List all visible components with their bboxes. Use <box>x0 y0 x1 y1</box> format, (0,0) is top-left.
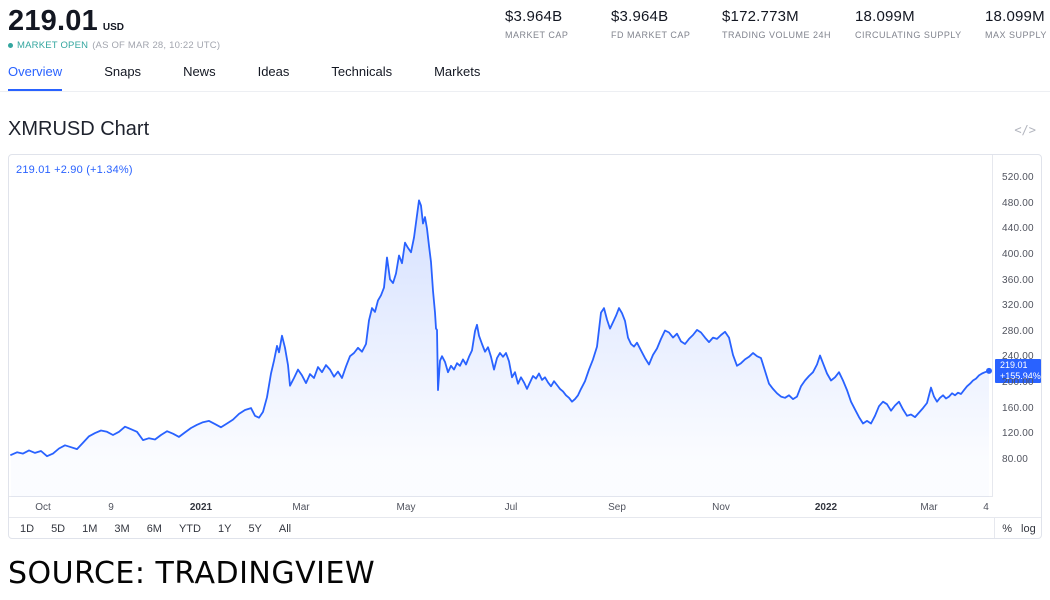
range-ytd[interactable]: YTD <box>178 522 201 535</box>
range-1m[interactable]: 1M <box>82 522 98 535</box>
stat-label: MAX SUPPLY <box>985 30 1047 40</box>
price-axis-tick: 80.00 <box>1002 454 1029 465</box>
log-scale-button[interactable]: log <box>1021 522 1036 535</box>
badge-percent: +155.94% <box>1000 371 1041 381</box>
stat-max-supply: 18.099M MAX SUPPLY <box>985 8 1047 40</box>
stat-fd-market-cap: $3.964B FD MARKET CAP <box>611 8 690 40</box>
chart-section-head: XMRUSD Chart </> <box>8 118 1036 141</box>
last-price-dot <box>986 367 992 374</box>
tab-markets[interactable]: Markets <box>434 64 481 79</box>
stat-trading-volume: $172.773M TRADING VOLUME 24H <box>722 8 831 40</box>
stat-value: $3.964B <box>505 8 563 25</box>
tab-news[interactable]: News <box>183 64 216 79</box>
price-line <box>10 199 990 458</box>
range-5d[interactable]: 5D <box>51 522 66 535</box>
tab-snaps[interactable]: Snaps <box>104 64 142 79</box>
price-axis-tick: 240.00 <box>1002 351 1034 362</box>
stat-label: TRADING VOLUME 24H <box>722 30 832 40</box>
stat-label: CIRCULATING SUPPLY <box>855 30 962 40</box>
stats-row: $3.964B MARKET CAP $3.964B FD MARKET CAP… <box>0 8 1050 48</box>
range-1d[interactable]: 1D <box>20 522 35 535</box>
stat-circulating-supply: 18.099M CIRCULATING SUPPLY <box>855 8 962 40</box>
symbol-header: 219.01 USD MARKET OPEN (AS OF MAR 28, 10… <box>0 0 1050 51</box>
market-status-timestamp: (AS OF MAR 28, 10:22 UTC) <box>92 40 221 51</box>
time-axis-label: 4 <box>983 502 989 513</box>
time-axis-label: Sep <box>608 502 626 513</box>
time-axis-label: May <box>396 502 416 513</box>
tab-technicals[interactable]: Technicals <box>331 64 393 79</box>
price-axis-tick: 160.00 <box>1002 403 1034 414</box>
price-line-chart[interactable]: 219.01 +2.90 (+1.34%) <box>9 155 993 497</box>
price-axis-tick: 520.00 <box>1002 172 1034 183</box>
time-axis-label: 9 <box>108 502 114 513</box>
time-axis-label: Jul <box>504 502 518 513</box>
price-axis-tick: 120.00 <box>1002 428 1034 439</box>
page-title: XMRUSD Chart <box>8 118 150 140</box>
currency-label: USD <box>102 22 125 33</box>
embed-code-icon[interactable]: </> <box>1014 122 1036 137</box>
source-attribution: SOURCE: TRADINGVIEW <box>8 556 376 591</box>
percent-scale-button[interactable]: % <box>1002 522 1013 535</box>
stat-value: $172.773M <box>722 8 799 25</box>
time-axis-label: Mar <box>920 502 938 513</box>
market-status: MARKET OPEN (AS OF MAR 28, 10:22 UTC) <box>8 40 1042 51</box>
scale-buttons: % log <box>994 518 1041 538</box>
area-fill <box>11 200 989 497</box>
range-1y[interactable]: 1Y <box>217 522 232 535</box>
badge-price: 219.01 <box>1000 360 1028 370</box>
time-axis-label: Mar <box>292 502 310 513</box>
tab-ideas[interactable]: Ideas <box>257 64 290 79</box>
tab-bar: Overview Snaps News Ideas Technicals Mar… <box>0 58 1050 92</box>
chart-canvas <box>10 199 992 497</box>
price-row: 219.01 USD <box>8 5 1042 38</box>
market-status-dot <box>8 43 13 48</box>
time-axis-label: 2022 <box>814 502 838 513</box>
time-axis-label: Oct <box>35 502 51 513</box>
range-6m[interactable]: 6M <box>146 522 162 535</box>
time-axis-label: Nov <box>712 502 730 513</box>
market-status-text: MARKET OPEN <box>17 40 89 51</box>
current-price: 219.01 <box>8 5 98 37</box>
range-5y[interactable]: 5Y <box>248 522 262 535</box>
price-axis-tick: 480.00 <box>1002 198 1034 209</box>
range-all[interactable]: All <box>278 522 292 535</box>
price-axis-tick: 320.00 <box>1002 300 1034 311</box>
stat-value: 18.099M <box>985 8 1045 25</box>
stat-market-cap: $3.964B MARKET CAP <box>505 8 568 40</box>
last-price-axis-label: 219.01 +155.94% <box>995 359 1041 383</box>
price-axis-tick: 200.00 <box>1002 377 1034 388</box>
stat-value: 18.099M <box>855 8 915 25</box>
range-buttons: 1D 5D 1M 3M 6M YTD 1Y 5Y All <box>9 523 994 535</box>
chart-toolbar: 1D 5D 1M 3M 6M YTD 1Y 5Y All % log <box>9 517 1041 538</box>
price-axis-tick: 400.00 <box>1002 249 1034 260</box>
time-axis[interactable]: Oct 9 2021 Mar May Jul Sep Nov 2022 Mar 4 <box>9 498 993 517</box>
price-axis-tick: 280.00 <box>1002 326 1034 337</box>
stat-label: MARKET CAP <box>505 30 569 40</box>
time-axis-label: 2021 <box>189 502 213 513</box>
stat-label: FD MARKET CAP <box>611 30 691 40</box>
price-axis[interactable]: 219.01 +155.94% 520.00 480.00 440.00 400.00… <box>994 155 1041 497</box>
stat-value: $3.964B <box>611 8 669 25</box>
price-axis-tick: 360.00 <box>1002 275 1034 286</box>
chart-widget: 219.01 +2.90 (+1.34%) 219.01 +155.94% 52… <box>8 154 1042 539</box>
tab-overview[interactable]: Overview <box>8 58 63 91</box>
price-axis-tick: 440.00 <box>1002 223 1034 234</box>
range-3m[interactable]: 3M <box>114 522 130 535</box>
